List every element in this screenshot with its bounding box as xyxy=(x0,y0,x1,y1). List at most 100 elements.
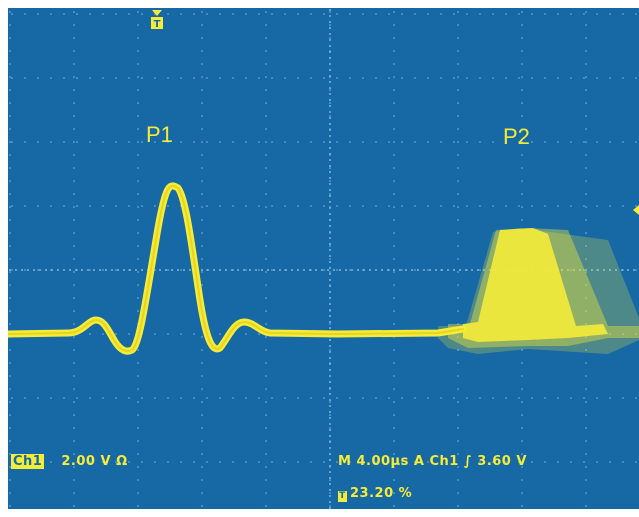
graticule-grid-dot xyxy=(180,77,182,79)
graticule-grid-dot xyxy=(154,461,156,463)
graticule-grid-dot xyxy=(50,397,52,399)
graticule-grid-dot xyxy=(457,206,459,208)
graticule-grid-dot xyxy=(393,50,395,52)
graticule-grid-dot xyxy=(557,13,559,15)
graticule-v-axis-dot xyxy=(329,507,331,509)
graticule-grid-dot xyxy=(265,284,267,286)
graticule-grid-dot xyxy=(137,297,139,299)
graticule-grid-dot xyxy=(393,206,395,208)
graticule-grid-dot xyxy=(457,375,459,377)
graticule-grid-dot xyxy=(265,453,267,455)
graticule-grid-dot xyxy=(50,13,52,15)
graticule-grid-dot xyxy=(24,269,26,271)
graticule-grid-dot xyxy=(329,219,331,221)
graticule-grid-dot xyxy=(585,297,587,299)
graticule-grid-dot xyxy=(585,180,587,182)
graticule-v-axis-dot xyxy=(329,117,331,119)
graticule-grid-dot xyxy=(37,77,39,79)
graticule-grid-dot xyxy=(265,466,267,468)
graticule-grid-dot xyxy=(73,388,75,390)
graticule-grid-dot xyxy=(453,461,455,463)
graticule-grid-dot xyxy=(622,461,624,463)
graticule-grid-dot xyxy=(585,427,587,429)
graticule-grid-dot xyxy=(440,397,442,399)
graticule-grid-dot xyxy=(521,401,523,403)
graticule-grid-dot xyxy=(531,397,533,399)
graticule-grid-dot xyxy=(585,271,587,273)
graticule-grid-dot xyxy=(265,102,267,104)
graticule-grid-dot xyxy=(73,167,75,169)
graticule-grid-dot xyxy=(128,141,130,143)
graticule-grid-dot xyxy=(457,427,459,429)
graticule-h-axis-dot xyxy=(585,269,587,271)
graticule-grid-dot xyxy=(9,167,11,169)
graticule-grid-dot xyxy=(521,466,523,468)
graticule-grid-dot xyxy=(128,205,130,207)
graticule-grid-dot xyxy=(323,269,325,271)
graticule-grid-dot xyxy=(137,479,139,481)
graticule-grid-dot xyxy=(265,362,267,364)
graticule-h-axis-dot xyxy=(117,269,119,271)
graticule-grid-dot xyxy=(521,128,523,130)
graticule-grid-dot xyxy=(219,397,221,399)
graticule-grid-dot xyxy=(521,362,523,364)
graticule-grid-dot xyxy=(63,205,65,207)
graticule-grid-dot xyxy=(457,453,459,455)
graticule-grid-dot xyxy=(329,323,331,325)
oscilloscope-screen: T P1 P2 Ch1 2.00 V Ω M 4.00µs A Ch1 ∫ 3.… xyxy=(8,8,639,509)
graticule-grid-dot xyxy=(137,284,139,286)
graticule-grid-dot xyxy=(457,271,459,273)
graticule-grid-dot xyxy=(585,89,587,91)
graticule-grid-dot xyxy=(457,440,459,442)
graticule-grid-dot xyxy=(583,397,585,399)
graticule-grid-dot xyxy=(521,102,523,104)
graticule-grid-dot xyxy=(201,193,203,195)
graticule-grid-dot xyxy=(201,271,203,273)
graticule-grid-dot xyxy=(329,180,331,182)
graticule-grid-dot xyxy=(349,461,351,463)
graticule-grid-dot xyxy=(329,440,331,442)
graticule-grid-dot xyxy=(297,461,299,463)
graticule-v-axis-dot xyxy=(329,45,331,47)
graticule-v-axis-dot xyxy=(329,237,331,239)
graticule-grid-dot xyxy=(137,466,139,468)
graticule-grid-dot xyxy=(219,333,221,335)
graticule-grid-dot xyxy=(141,205,143,207)
graticule-grid-dot xyxy=(585,401,587,403)
graticule-v-axis-dot xyxy=(329,339,331,341)
graticule-grid-dot xyxy=(271,141,273,143)
graticule-grid-dot xyxy=(193,205,195,207)
channel-readout: Ch1 2.00 V Ω xyxy=(11,454,128,469)
graticule-grid-dot xyxy=(265,310,267,312)
graticule-grid-dot xyxy=(457,102,459,104)
graticule-grid-dot xyxy=(570,269,572,271)
graticule-grid-dot xyxy=(167,13,169,15)
graticule-grid-dot xyxy=(329,505,331,507)
graticule-grid-dot xyxy=(50,77,52,79)
graticule-grid-dot xyxy=(329,63,331,65)
graticule-grid-dot xyxy=(457,401,459,403)
graticule-grid-dot xyxy=(115,141,117,143)
graticule-v-axis-dot xyxy=(329,351,331,353)
graticule-grid-dot xyxy=(362,269,364,271)
graticule-grid-dot xyxy=(479,77,481,79)
graticule-grid-dot xyxy=(73,427,75,429)
graticule-grid-dot xyxy=(102,205,104,207)
graticule-grid-dot xyxy=(232,205,234,207)
graticule-grid-dot xyxy=(245,461,247,463)
graticule-grid-dot xyxy=(388,397,390,399)
graticule-grid-dot xyxy=(427,461,429,463)
graticule-v-axis-dot xyxy=(329,405,331,407)
graticule-grid-dot xyxy=(76,461,78,463)
graticule-h-axis-dot xyxy=(327,269,329,271)
graticule-grid-dot xyxy=(167,141,169,143)
graticule-grid-dot xyxy=(201,258,203,260)
graticule-grid-dot xyxy=(297,141,299,143)
graticule-grid-dot xyxy=(362,461,364,463)
graticule-grid-dot xyxy=(180,333,182,335)
graticule-grid-dot xyxy=(258,333,260,335)
graticule-grid-dot xyxy=(102,141,104,143)
graticule-h-axis-dot xyxy=(447,269,449,271)
graticule-grid-dot xyxy=(521,180,523,182)
graticule-grid-dot xyxy=(329,141,331,143)
